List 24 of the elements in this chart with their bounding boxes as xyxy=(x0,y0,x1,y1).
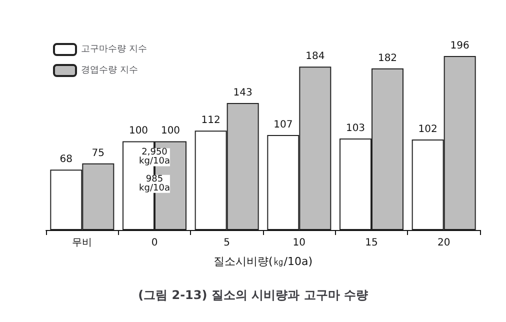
data-label: 112 xyxy=(201,115,220,126)
text: (그림 2-13) 질소의 시비량과 고구마 수량 xyxy=(138,288,368,302)
data-label: 68 xyxy=(60,154,73,166)
x-axis-title: 질소시비량(㎏/10a) xyxy=(213,255,313,268)
x-tick-label: 10 xyxy=(292,238,306,248)
legend-label: 고구마수량 지수 xyxy=(81,44,147,54)
legend-label: 경엽수량 지수 xyxy=(81,66,138,76)
data-label: 196 xyxy=(450,40,470,52)
data-label: 102 xyxy=(418,124,438,135)
annotation: 985 kg/10a xyxy=(139,174,170,194)
data-label: 100 xyxy=(160,126,180,137)
data-label: 107 xyxy=(274,120,293,131)
data-label: 100 xyxy=(128,126,148,137)
annotation: 2,950 kg/10a xyxy=(139,148,170,167)
x-tick-label: 5 xyxy=(224,238,230,248)
data-label: 182 xyxy=(378,52,398,64)
x-tick-label: 20 xyxy=(437,238,450,248)
data-label: 103 xyxy=(346,123,366,134)
data-label: 75 xyxy=(92,148,105,159)
x-tick-label: 0 xyxy=(151,238,158,248)
data-label: 143 xyxy=(233,88,252,99)
data-label: 184 xyxy=(306,51,325,62)
x-tick-label: 무비 xyxy=(72,238,92,248)
x-tick-label: 15 xyxy=(365,238,378,248)
